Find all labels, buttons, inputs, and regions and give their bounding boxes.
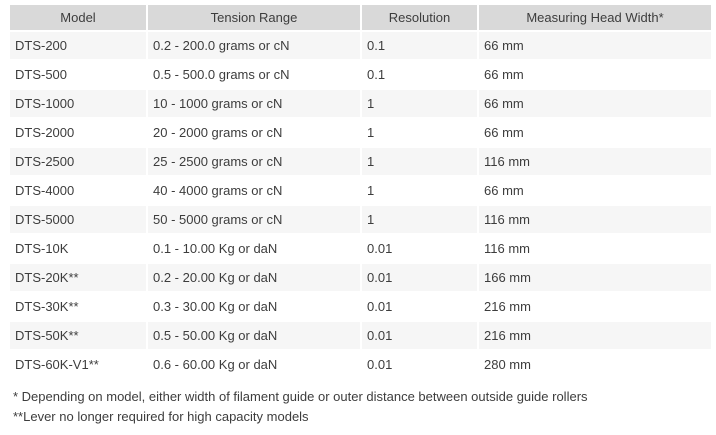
cell-tension-range: 0.2 - 20.00 Kg or daN: [146, 262, 362, 293]
cell-model: DTS-10K: [8, 233, 148, 264]
cell-head-width: 116 mm: [477, 233, 713, 264]
cell-tension-range: 0.1 - 10.00 Kg or daN: [146, 233, 362, 264]
table-row: DTS-50K** 0.5 - 50.00 Kg or daN 0.01 216…: [8, 320, 713, 351]
cell-model: DTS-20K**: [8, 262, 148, 293]
cell-tension-range: 10 - 1000 grams or cN: [146, 88, 362, 119]
cell-head-width: 66 mm: [477, 30, 713, 61]
table-row: DTS-20K** 0.2 - 20.00 Kg or daN 0.01 166…: [8, 262, 713, 293]
footnote-head-width: * Depending on model, either width of fi…: [13, 389, 588, 404]
cell-head-width: 216 mm: [477, 291, 713, 322]
table-row: DTS-2500 25 - 2500 grams or cN 1 116 mm: [8, 146, 713, 177]
table-row: DTS-200 0.2 - 200.0 grams or cN 0.1 66 m…: [8, 30, 713, 61]
cell-resolution: 1: [360, 204, 479, 235]
col-header-resolution: Resolution: [360, 3, 479, 32]
table-body: DTS-200 0.2 - 200.0 grams or cN 0.1 66 m…: [8, 30, 713, 380]
cell-model: DTS-200: [8, 30, 148, 61]
cell-head-width: 166 mm: [477, 262, 713, 293]
footnotes: * Depending on model, either width of fi…: [13, 387, 711, 427]
cell-tension-range: 0.2 - 200.0 grams or cN: [146, 30, 362, 61]
cell-resolution: 0.1: [360, 30, 479, 61]
cell-head-width: 66 mm: [477, 59, 713, 90]
cell-model: DTS-2500: [8, 146, 148, 177]
cell-tension-range: 50 - 5000 grams or cN: [146, 204, 362, 235]
cell-resolution: 0.1: [360, 59, 479, 90]
table-row: DTS-10K 0.1 - 10.00 Kg or daN 0.01 116 m…: [8, 233, 713, 264]
cell-head-width: 280 mm: [477, 349, 713, 380]
cell-model: DTS-500: [8, 59, 148, 90]
footnote-lever: **Lever no longer required for high capa…: [13, 409, 309, 424]
cell-head-width: 116 mm: [477, 204, 713, 235]
cell-tension-range: 0.3 - 30.00 Kg or daN: [146, 291, 362, 322]
cell-head-width: 66 mm: [477, 88, 713, 119]
cell-tension-range: 0.6 - 60.00 Kg or daN: [146, 349, 362, 380]
cell-resolution: 0.01: [360, 349, 479, 380]
cell-resolution: 1: [360, 88, 479, 119]
cell-model: DTS-4000: [8, 175, 148, 206]
specifications-table: Model Tension Range Resolution Measuring…: [8, 3, 713, 380]
cell-tension-range: 40 - 4000 grams or cN: [146, 175, 362, 206]
cell-head-width: 66 mm: [477, 117, 713, 148]
table-row: DTS-60K-V1** 0.6 - 60.00 Kg or daN 0.01 …: [8, 349, 713, 380]
cell-model: DTS-60K-V1**: [8, 349, 148, 380]
cell-resolution: 0.01: [360, 291, 479, 322]
cell-model: DTS-5000: [8, 204, 148, 235]
cell-head-width: 66 mm: [477, 175, 713, 206]
cell-tension-range: 0.5 - 500.0 grams or cN: [146, 59, 362, 90]
cell-head-width: 116 mm: [477, 146, 713, 177]
table-row: DTS-30K** 0.3 - 30.00 Kg or daN 0.01 216…: [8, 291, 713, 322]
cell-head-width: 216 mm: [477, 320, 713, 351]
col-header-model: Model: [8, 3, 148, 32]
table-row: DTS-1000 10 - 1000 grams or cN 1 66 mm: [8, 88, 713, 119]
header-row: Model Tension Range Resolution Measuring…: [8, 3, 713, 32]
cell-model: DTS-50K**: [8, 320, 148, 351]
cell-resolution: 1: [360, 117, 479, 148]
col-header-measuring-head-width: Measuring Head Width*: [477, 3, 713, 32]
cell-resolution: 0.01: [360, 233, 479, 264]
cell-tension-range: 25 - 2500 grams or cN: [146, 146, 362, 177]
cell-tension-range: 0.5 - 50.00 Kg or daN: [146, 320, 362, 351]
table-row: DTS-2000 20 - 2000 grams or cN 1 66 mm: [8, 117, 713, 148]
cell-resolution: 0.01: [360, 320, 479, 351]
table-row: DTS-4000 40 - 4000 grams or cN 1 66 mm: [8, 175, 713, 206]
cell-resolution: 1: [360, 175, 479, 206]
cell-tension-range: 20 - 2000 grams or cN: [146, 117, 362, 148]
cell-resolution: 1: [360, 146, 479, 177]
col-header-tension-range: Tension Range: [146, 3, 362, 32]
cell-model: DTS-1000: [8, 88, 148, 119]
table-row: DTS-500 0.5 - 500.0 grams or cN 0.1 66 m…: [8, 59, 713, 90]
cell-resolution: 0.01: [360, 262, 479, 293]
cell-model: DTS-30K**: [8, 291, 148, 322]
table-row: DTS-5000 50 - 5000 grams or cN 1 116 mm: [8, 204, 713, 235]
cell-model: DTS-2000: [8, 117, 148, 148]
